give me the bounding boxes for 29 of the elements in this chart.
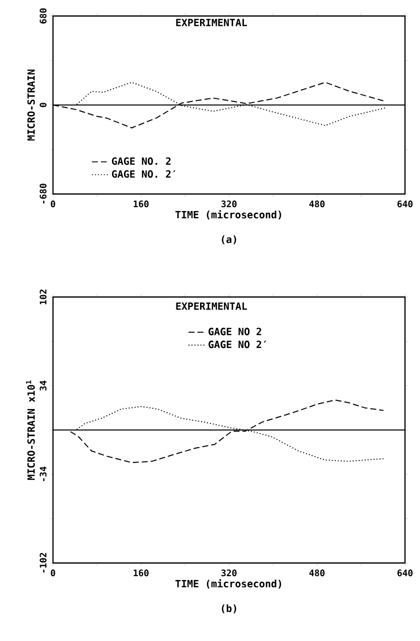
legend-label: GAGE NO 2′ (208, 340, 266, 348)
x-tick-label: 320 (221, 200, 237, 208)
x-tick-label: 480 (309, 200, 325, 208)
x-axis-title: TIME (microsecond) (175, 579, 282, 589)
y-axis-title: MICRO-STRAIN x10$^{1}$ (26, 380, 35, 480)
x-tick-label: 0 (50, 200, 56, 208)
x-tick-label: 0 (50, 570, 56, 576)
x-tick-label: 480 (309, 570, 325, 576)
y-tick-label: -102 (40, 552, 46, 572)
y-tick-label: 0 (40, 102, 46, 108)
text: (a) (222, 235, 236, 244)
y-tick-label: 34 (40, 380, 46, 391)
x-tick-label: 160 (134, 200, 149, 208)
chart-title: EXPERIMENTAL (176, 18, 247, 26)
y-tick-label: -34 (40, 466, 46, 482)
y-axis-title: MICRO-STRAIN (27, 70, 35, 141)
y-tick-label: -680 (40, 184, 46, 204)
chart-title: EXPERIMENTAL (176, 302, 247, 310)
text: (b) (222, 604, 236, 614)
x-tick-label: 160 (134, 570, 149, 576)
y-tick-label: 102 (40, 290, 46, 304)
legend-label: GAGE NO. 2′ (112, 170, 176, 178)
legend-label: GAGE NO. 2 (112, 157, 171, 165)
legend-label: GAGE NO 2 (208, 328, 262, 336)
y-tick-label: 680 (40, 8, 46, 24)
x-axis-title: TIME (microsecond) (175, 210, 282, 220)
x-tick-label: 640 (397, 570, 413, 576)
x-tick-label: 320 (221, 570, 237, 576)
x-tick-label: 640 (397, 200, 413, 208)
